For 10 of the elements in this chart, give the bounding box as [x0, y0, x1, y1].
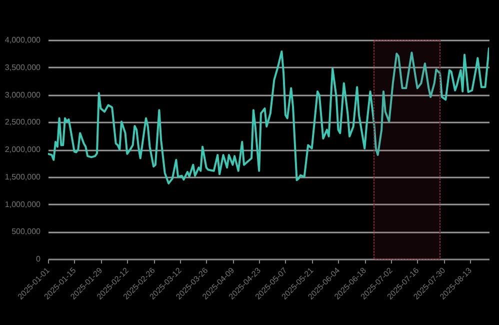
- y-tick-label: 2,000,000: [4, 145, 42, 154]
- y-tick-label: 2,500,000: [4, 118, 42, 127]
- y-tick-label: 1,000,000: [4, 200, 42, 209]
- line-series: [48, 47, 489, 184]
- y-tick-label: 1,500,000: [4, 172, 42, 182]
- y-tick-label: 4,000,000: [4, 36, 42, 44]
- y-tick-label: 3,500,000: [4, 62, 42, 72]
- y-tick-label: 0: [36, 254, 42, 264]
- y-tick-label: 3,000,000: [4, 90, 42, 100]
- y-tick-label: 500,000: [12, 227, 42, 236]
